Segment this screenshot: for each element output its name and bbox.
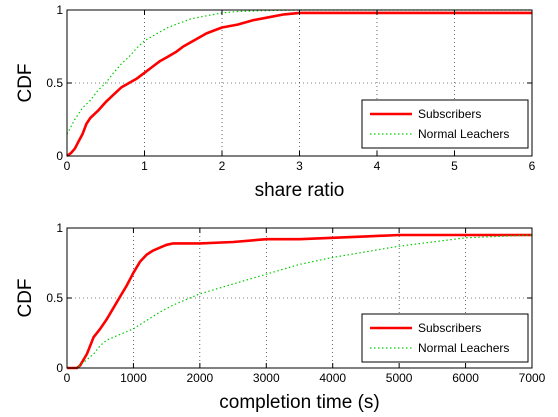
- legend-label-subscribers: Subscribers: [418, 107, 481, 121]
- x-tick-label: 5: [451, 159, 458, 173]
- x-tick-label: 3: [296, 159, 303, 173]
- series-line-normal-leachers: [66, 9, 532, 135]
- series-line-subscribers: [66, 11, 532, 158]
- x-tick-label: 6: [529, 159, 536, 173]
- x-tick-label: 2: [219, 159, 226, 173]
- x-tick-label: 6000: [452, 371, 479, 385]
- y-tick-label: 0: [56, 149, 63, 163]
- y-tick-label: 1: [56, 221, 63, 235]
- x-tick-label: 4: [374, 159, 381, 173]
- legend-box: [361, 313, 529, 363]
- y-tick-label: 1: [56, 3, 63, 17]
- share-ratio-cdf-panel: 0 1 2 3 4 5 6 0 0.5 1 share ratio CDF Subscribers…: [15, 3, 536, 201]
- x-tick-label: 0: [64, 159, 71, 173]
- y-axis-label: CDF: [15, 278, 36, 317]
- tick-marks: [66, 227, 533, 369]
- tick-marks: [66, 9, 533, 157]
- tick-labels: 0 1000 2000 3000 4000 5000 6000 7000 0 0.5 1: [46, 221, 545, 385]
- legend-label-normal-leachers: Normal Leachers: [418, 127, 509, 141]
- x-tick-label: 7000: [519, 371, 546, 385]
- series-line-subscribers: [67, 233, 532, 370]
- x-tick-label: 5000: [386, 371, 413, 385]
- x-tick-label: 3000: [253, 371, 280, 385]
- completion-time-cdf-panel: 0 1000 2000 3000 4000 5000 6000 7000 0 0.5 1 compl…: [15, 221, 546, 413]
- y-tick-label: 0.5: [46, 291, 63, 305]
- y-tick-label: 0: [56, 361, 63, 375]
- x-tick-label: 2000: [187, 371, 214, 385]
- x-tick-label: 0: [64, 371, 71, 385]
- x-axis-label: completion time (s): [219, 392, 380, 413]
- legend-box: [361, 99, 529, 149]
- legend-label-normal-leachers: Normal Leachers: [418, 341, 509, 355]
- series-layer: [66, 9, 532, 158]
- legend-label-subscribers: Subscribers: [418, 321, 481, 335]
- legend: Subscribers Normal Leachers: [361, 99, 529, 149]
- x-tick-label: 4000: [319, 371, 346, 385]
- x-tick-label: 1000: [120, 371, 147, 385]
- series-line-normal-leachers: [67, 234, 533, 369]
- x-axis-label: share ratio: [255, 180, 345, 201]
- legend: Subscribers Normal Leachers: [361, 313, 529, 363]
- x-tick-label: 1: [141, 159, 148, 173]
- y-tick-label: 0.5: [46, 76, 63, 90]
- series-layer: [67, 233, 533, 370]
- grid-lines: [67, 10, 532, 156]
- y-axis-label: CDF: [15, 63, 36, 102]
- tick-labels: 0 1 2 3 4 5 6 0 0.5 1: [46, 3, 535, 173]
